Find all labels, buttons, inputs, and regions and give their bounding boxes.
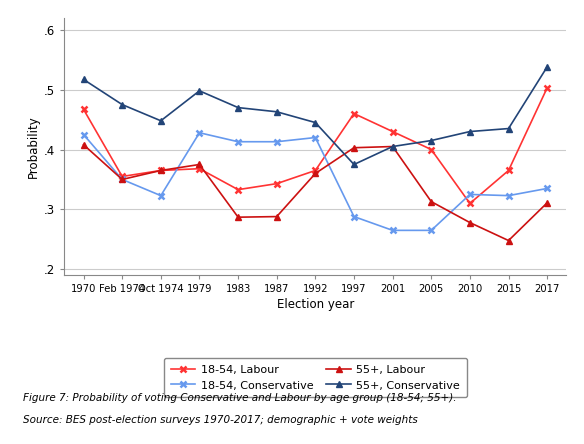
Text: Figure 7: Probability of voting Conservative and Labour by age group (18-54; 55+: Figure 7: Probability of voting Conserva… [23,393,457,403]
X-axis label: Election year: Election year [277,298,354,312]
Legend: 18-54, Labour, 18-54, Conservative, 55+, Labour, 55+, Conservative: 18-54, Labour, 18-54, Conservative, 55+,… [164,358,467,397]
Text: Source: BES post-election surveys 1970-2017; demographic + vote weights: Source: BES post-election surveys 1970-2… [23,415,418,425]
Y-axis label: Probability: Probability [27,115,40,178]
